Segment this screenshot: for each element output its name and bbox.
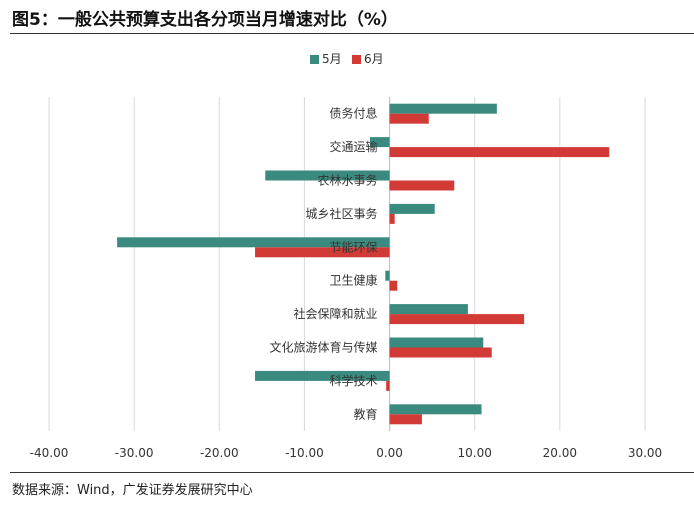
bar-june bbox=[389, 213, 395, 224]
bar-june bbox=[255, 247, 390, 258]
bar-may bbox=[389, 404, 482, 415]
source-note: 数据来源：Wind，广发证券发展研究中心 bbox=[12, 483, 253, 498]
legend-label-may: 5月 bbox=[322, 52, 342, 66]
x-axis-ticks: -40.00 -30.00 -20.00 -10.00 0.00 10.00 20.00 30… bbox=[30, 446, 663, 460]
legend-swatch-june bbox=[352, 55, 361, 64]
footer-rule bbox=[10, 472, 694, 473]
bar-may bbox=[389, 304, 468, 315]
legend: 5月 6月 bbox=[310, 52, 384, 66]
category-label: 教育 bbox=[354, 406, 378, 421]
bar-june bbox=[389, 347, 492, 358]
bar-may bbox=[117, 237, 390, 248]
bar-june bbox=[389, 113, 429, 124]
bar-june bbox=[389, 314, 525, 325]
category-label: 卫生健康 bbox=[330, 273, 378, 288]
x-tick-label: -10.00 bbox=[285, 446, 324, 460]
bar-june bbox=[389, 180, 455, 191]
legend-swatch-may bbox=[310, 55, 319, 64]
x-tick-label: -40.00 bbox=[30, 446, 69, 460]
category-label: 债务付息 bbox=[330, 106, 378, 121]
bar-may bbox=[389, 203, 435, 214]
category-label: 文化旅游体育与传媒 bbox=[270, 340, 378, 355]
bar-may bbox=[389, 103, 497, 114]
category-label: 交通运输 bbox=[330, 139, 378, 154]
category-label: 科学技术 bbox=[330, 373, 378, 388]
bar-may bbox=[385, 270, 390, 281]
category-label: 城乡社区事务 bbox=[306, 206, 378, 221]
category-label: 节能环保 bbox=[330, 240, 378, 254]
bar-may bbox=[265, 170, 390, 181]
bar-june bbox=[389, 414, 422, 425]
bar-may bbox=[389, 337, 484, 348]
x-tick-label: -30.00 bbox=[115, 446, 154, 460]
category-label: 社会保障和就业 bbox=[294, 306, 378, 321]
x-tick-label: 20.00 bbox=[543, 446, 577, 460]
bar-june bbox=[386, 380, 390, 391]
legend-label-june: 6月 bbox=[364, 52, 384, 66]
bar-june bbox=[389, 147, 610, 158]
bar-may bbox=[255, 370, 390, 381]
bar-june bbox=[389, 280, 398, 291]
bar-may bbox=[369, 137, 390, 148]
x-tick-label: 10.00 bbox=[458, 446, 492, 460]
x-tick-label: -20.00 bbox=[200, 446, 239, 460]
category-labels: 债务付息交通运输农林水事务城乡社区事务节能环保卫生健康社会保障和就业文化旅游体育… bbox=[270, 106, 378, 422]
category-label: 农林水事务 bbox=[318, 173, 378, 188]
x-tick-label: 30.00 bbox=[628, 446, 662, 460]
title-rule bbox=[10, 33, 694, 34]
x-tick-label: 0.00 bbox=[376, 446, 403, 460]
bar-chart: 5月 6月 债务付息交通运输农林水事务城乡社区事务节能环保卫生健康社会保障和就业… bbox=[30, 52, 663, 460]
bars bbox=[117, 103, 610, 425]
chart-title: 图5：一般公共预算支出各分项当月增速对比（%） bbox=[12, 10, 398, 30]
